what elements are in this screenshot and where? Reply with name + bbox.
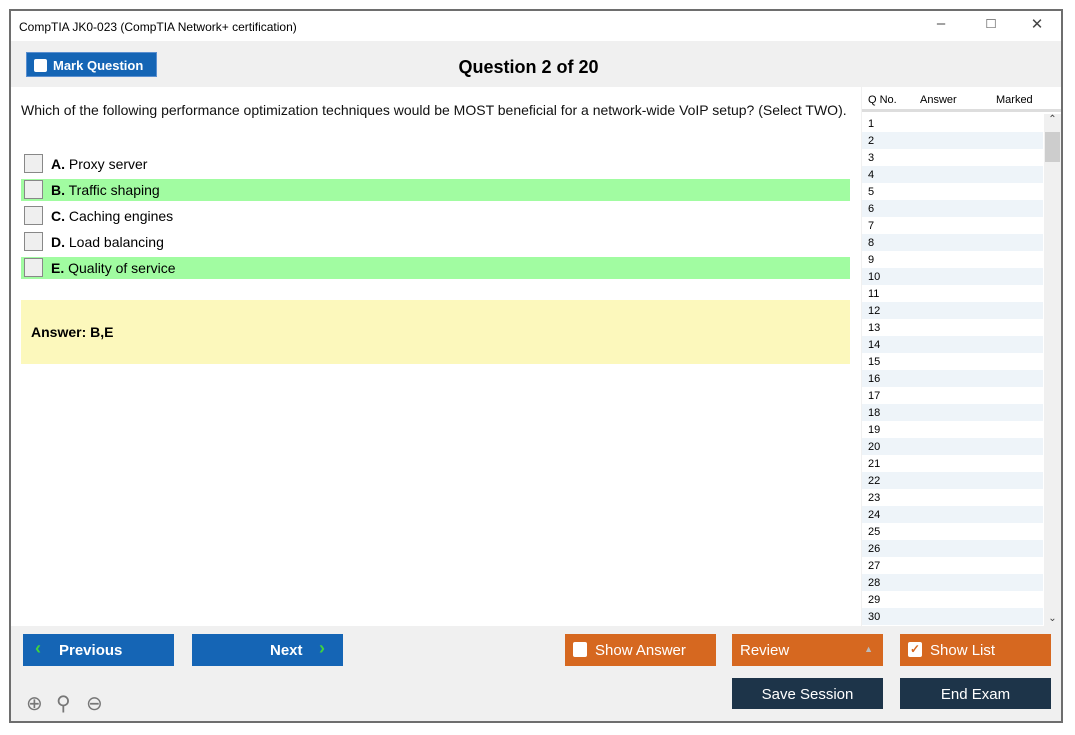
option-letter: B. <box>51 182 65 198</box>
option-text: Traffic shaping <box>68 182 160 198</box>
mark-question-label: Mark Question <box>53 58 144 73</box>
checkbox-icon <box>34 59 47 72</box>
previous-button[interactable]: ‹ Previous <box>23 634 174 666</box>
show-list-label: Show List <box>930 642 996 659</box>
option-checkbox[interactable] <box>24 232 43 251</box>
option-text: Caching engines <box>68 208 174 224</box>
next-button[interactable]: Next › <box>192 634 343 666</box>
app-window: CompTIA JK0-023 (CompTIA Network+ certif… <box>9 9 1063 723</box>
answer-option[interactable]: A. Proxy server <box>21 153 850 175</box>
list-row[interactable]: 29 <box>868 594 881 606</box>
list-row[interactable]: 1 <box>868 118 875 130</box>
scroll-down-icon[interactable]: ⌄ <box>1048 613 1057 624</box>
title-bar: CompTIA JK0-023 (CompTIA Network+ certif… <box>11 11 1061 41</box>
question-list: Q No. Answer Marked 1 2 3 4 5 6 7 8 9 10 11 12 13 14 1… <box>862 87 1061 626</box>
end-exam-button[interactable]: End Exam <box>900 678 1051 709</box>
list-row[interactable]: 4 <box>862 166 1043 183</box>
option-checkbox[interactable] <box>24 154 43 173</box>
answer-option[interactable]: D. Load balancing <box>21 231 850 253</box>
list-scrollbar[interactable]: ⌃ ⌄ <box>1044 114 1061 626</box>
answer-option[interactable]: B. Traffic shaping <box>21 179 850 201</box>
save-session-button[interactable]: Save Session <box>732 678 883 709</box>
option-letter: D. <box>51 234 65 250</box>
list-row[interactable]: 13 <box>868 322 881 334</box>
option-checkbox[interactable] <box>24 258 43 277</box>
list-row[interactable]: 9 <box>868 254 875 266</box>
list-row[interactable]: 22 <box>862 472 1043 489</box>
list-row[interactable]: 19 <box>868 424 881 436</box>
checkmark-icon: ✓ <box>908 642 922 657</box>
chevron-left-icon: ‹ <box>35 638 41 658</box>
option-letter: C. <box>51 208 65 224</box>
scroll-thumb[interactable] <box>1045 132 1060 162</box>
zoom-in-icon[interactable]: ⊕ <box>26 693 43 715</box>
previous-label: Previous <box>59 642 123 659</box>
checkbox-icon <box>573 642 587 657</box>
option-text: Quality of service <box>68 260 176 276</box>
question-text: Which of the following performance optim… <box>21 102 847 118</box>
review-label: Review <box>740 642 790 659</box>
show-list-button[interactable]: ✓ Show List <box>900 634 1051 666</box>
list-row[interactable]: 20 <box>862 438 1043 455</box>
list-row[interactable]: 12 <box>862 302 1043 319</box>
maximize-icon[interactable]: □ <box>986 15 996 32</box>
show-answer-button[interactable]: Show Answer <box>565 634 716 666</box>
close-icon[interactable]: ✕ <box>1030 16 1044 33</box>
window-title: CompTIA JK0-023 (CompTIA Network+ certif… <box>19 20 297 34</box>
list-header: Q No. Answer Marked <box>862 87 1061 112</box>
list-row[interactable]: 30 <box>862 608 1043 625</box>
list-row[interactable]: 5 <box>868 186 875 198</box>
question-panel: Which of the following performance optim… <box>11 87 861 626</box>
mark-question-button[interactable]: Mark Question <box>26 52 157 77</box>
list-row[interactable]: 21 <box>868 458 881 470</box>
list-row[interactable]: 11 <box>868 288 880 300</box>
list-row[interactable]: 2 <box>862 132 1043 149</box>
list-row[interactable]: 10 <box>862 268 1043 285</box>
chevron-right-icon: › <box>319 638 325 658</box>
list-row[interactable]: 16 <box>862 370 1043 387</box>
list-row[interactable]: 3 <box>868 152 875 164</box>
answer-option[interactable]: C. Caching engines <box>21 205 850 227</box>
list-row[interactable]: 8 <box>862 234 1043 251</box>
list-row[interactable]: 14 <box>862 336 1043 353</box>
list-row[interactable]: 26 <box>862 540 1043 557</box>
list-row[interactable]: 17 <box>868 390 881 402</box>
col-marked: Marked <box>996 94 1033 106</box>
zoom-reset-icon[interactable]: ⚲ <box>56 693 71 715</box>
question-title: Question 2 of 20 <box>458 57 599 77</box>
zoom-out-icon[interactable]: ⊖ <box>86 693 103 715</box>
list-row[interactable]: 7 <box>868 220 875 232</box>
option-letter: A. <box>51 156 65 172</box>
review-dropdown[interactable]: Review ▲ <box>732 634 883 666</box>
list-row[interactable]: 18 <box>862 404 1043 421</box>
option-checkbox[interactable] <box>24 180 43 199</box>
next-label: Next <box>270 642 303 659</box>
minimize-icon[interactable]: – <box>936 15 946 32</box>
option-text: Load balancing <box>68 234 164 250</box>
list-row[interactable]: 23 <box>868 492 881 504</box>
list-row[interactable]: 24 <box>862 506 1043 523</box>
list-row[interactable]: 6 <box>862 200 1043 217</box>
answer-box: Answer: B,E <box>21 300 850 364</box>
scroll-up-icon[interactable]: ⌃ <box>1048 114 1057 125</box>
toolbar: Mark Question Question 2 of 20 <box>11 41 1061 87</box>
show-answer-label: Show Answer <box>595 642 686 659</box>
col-qno: Q No. <box>868 94 897 106</box>
col-answer: Answer <box>920 94 957 106</box>
list-row[interactable]: 28 <box>862 574 1043 591</box>
option-checkbox[interactable] <box>24 206 43 225</box>
option-text: Proxy server <box>68 156 148 172</box>
caret-up-icon: ▲ <box>864 644 873 654</box>
answer-option[interactable]: E. Quality of service <box>21 257 850 279</box>
list-row[interactable]: 27 <box>868 560 881 572</box>
option-letter: E. <box>51 260 65 276</box>
list-row[interactable]: 25 <box>868 526 881 538</box>
list-row[interactable]: 15 <box>868 356 881 368</box>
